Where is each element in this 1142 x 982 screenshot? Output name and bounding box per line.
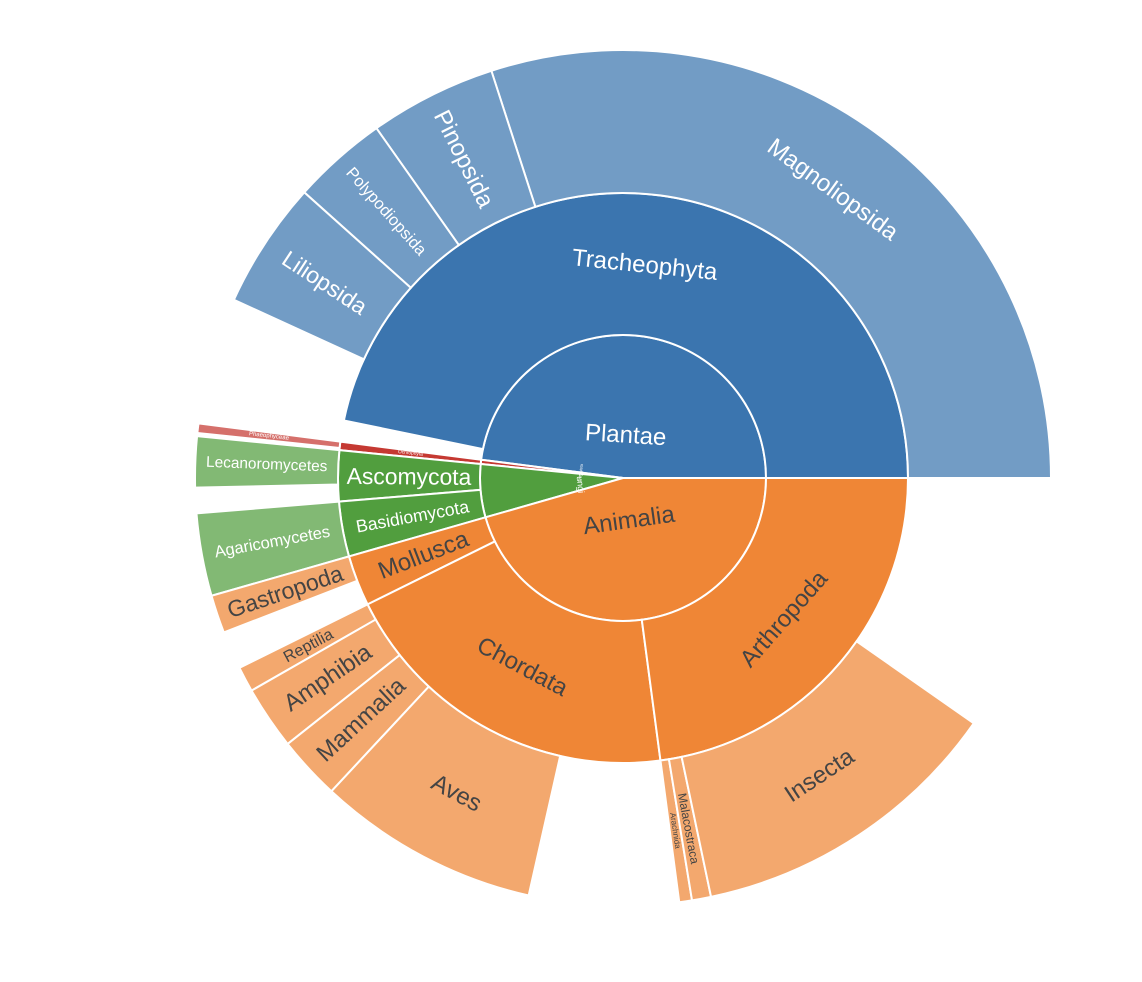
- segment-aves[interactable]: [329, 685, 562, 897]
- segment-liliopsida[interactable]: [232, 190, 413, 361]
- sunburst-segments: [194, 49, 1053, 904]
- segment-phaeophyceae[interactable]: [196, 422, 342, 450]
- segment-magnoliopsida[interactable]: [490, 49, 1053, 479]
- segment-lecanoromycetes[interactable]: [194, 435, 341, 489]
- segment-insecta[interactable]: [680, 639, 976, 899]
- segment-gastropoda[interactable]: [210, 555, 359, 634]
